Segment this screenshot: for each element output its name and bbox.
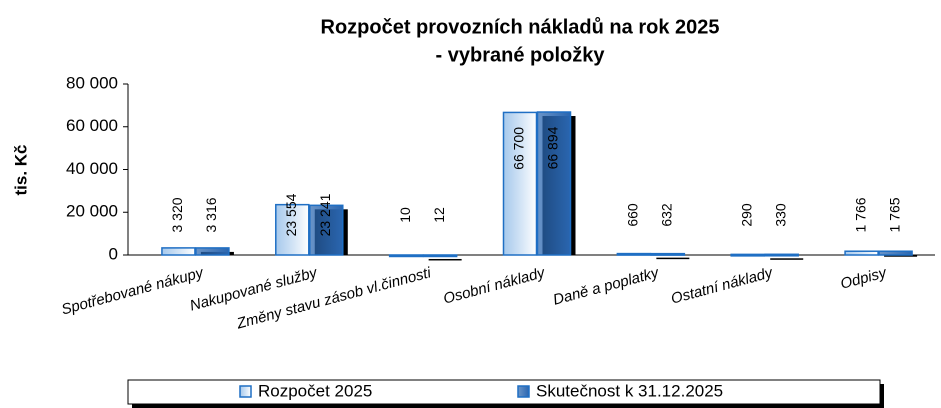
chart-title: Rozpočet provozních nákladů na rok 2025 xyxy=(321,16,720,38)
x-tick-label: Změny stavu zásob vl.činnosti xyxy=(234,264,433,333)
value-label: 330 xyxy=(772,203,788,227)
bar-shadow xyxy=(884,255,918,257)
bar xyxy=(388,254,424,258)
bar xyxy=(309,204,344,256)
value-label: 66 894 xyxy=(545,126,561,169)
value-label: 3 320 xyxy=(169,197,185,232)
x-tick-label: Spotřebované nákupy xyxy=(60,264,207,319)
value-label: 632 xyxy=(659,203,675,227)
bar xyxy=(422,254,458,258)
y-tick-label: 60 000 xyxy=(66,116,118,135)
bar xyxy=(764,253,799,257)
value-label: 23 241 xyxy=(317,193,333,236)
legend-marker xyxy=(517,385,530,398)
y-tick-label: 20 000 xyxy=(66,202,118,221)
value-label: 23 554 xyxy=(283,193,299,236)
x-tick-label: Daně a poplatky xyxy=(551,264,662,309)
x-tick-label: Odpisy xyxy=(839,264,890,293)
legend-label: Rozpočet 2025 xyxy=(258,381,372,400)
value-label: 10 xyxy=(397,207,413,223)
bar xyxy=(195,247,230,256)
chart-subtitle: - vybrané položky xyxy=(436,44,606,66)
value-label: 1 766 xyxy=(852,197,868,232)
bar-shadow xyxy=(770,258,804,260)
bar-shadow xyxy=(428,258,462,261)
bar xyxy=(161,247,196,256)
value-label: 660 xyxy=(625,203,641,227)
bar xyxy=(844,250,879,256)
y-axis-label: tis. Kč xyxy=(11,144,30,195)
y-tick-label: 0 xyxy=(109,244,118,263)
bar xyxy=(730,253,765,257)
bar-shadow xyxy=(656,257,690,260)
bar xyxy=(536,111,572,256)
value-label: 12 xyxy=(431,207,447,223)
bar xyxy=(878,250,913,256)
bar xyxy=(502,111,538,256)
bar xyxy=(616,252,652,256)
legend-marker xyxy=(239,385,252,398)
value-label: 1 765 xyxy=(886,197,902,232)
x-tick-label: Osobní náklady xyxy=(441,264,548,308)
value-label: 3 316 xyxy=(203,197,219,232)
bar xyxy=(275,203,310,256)
legend xyxy=(127,379,881,405)
y-tick-label: 80 000 xyxy=(66,73,118,92)
bar xyxy=(650,252,686,256)
legend-label: Skutečnost k 31.12.2025 xyxy=(536,381,723,400)
y-tick-label: 40 000 xyxy=(66,159,118,178)
value-label: 290 xyxy=(738,203,754,227)
x-tick-label: Ostatní náklady xyxy=(669,264,776,308)
value-label: 66 700 xyxy=(511,127,527,170)
